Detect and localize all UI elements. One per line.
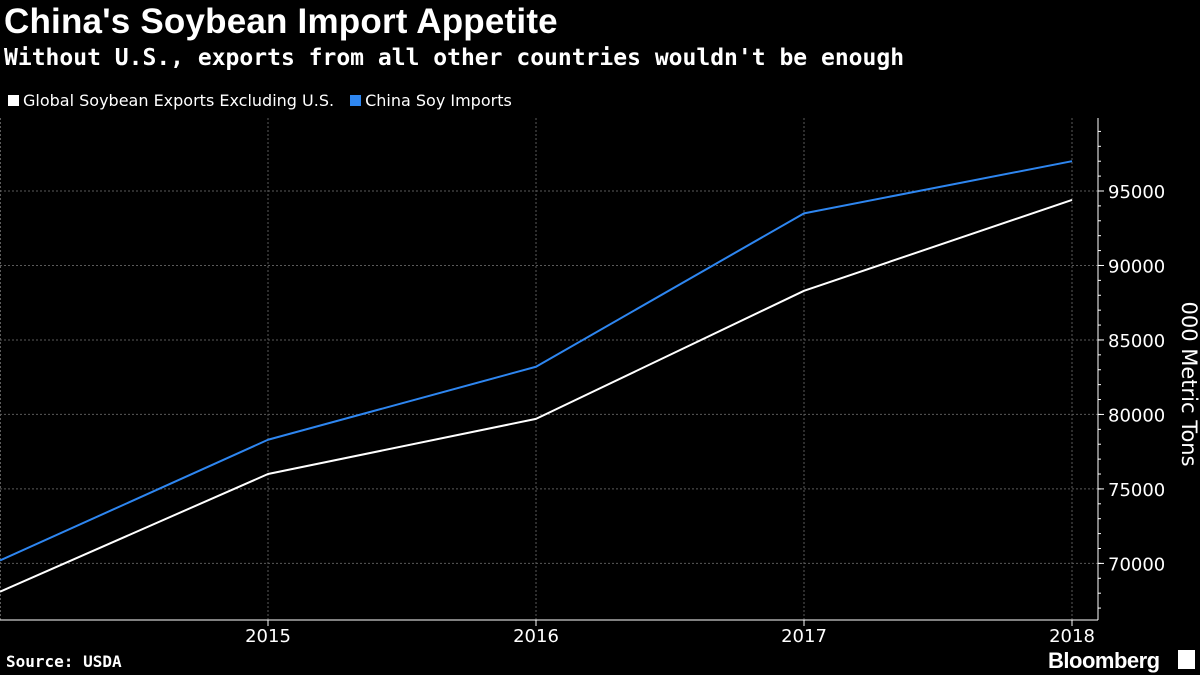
- y-tick-label: 80000: [1108, 405, 1165, 426]
- legend-label-global-exports: Global Soybean Exports Excluding U.S.: [23, 91, 335, 110]
- legend: Global Soybean Exports Excluding U.S. Ch…: [8, 91, 512, 110]
- legend-label-china-imports: China Soy Imports: [365, 91, 512, 110]
- brand-mark-icon: [1178, 650, 1195, 669]
- source-note: Source: USDA: [6, 652, 122, 671]
- y-tick-label: 95000: [1108, 182, 1165, 203]
- y-tick-label: 70000: [1108, 554, 1165, 575]
- x-tick-label: 2016: [513, 626, 559, 647]
- x-tick-label: 2018: [1049, 626, 1095, 647]
- y-tick-label: 75000: [1108, 480, 1165, 501]
- brand-logo: Bloomberg: [1048, 648, 1160, 673]
- chart-subtitle: Without U.S., exports from all other cou…: [4, 45, 905, 71]
- y-tick-label: 85000: [1108, 331, 1165, 352]
- x-tick-label: 2015: [245, 626, 291, 647]
- legend-swatch-china-imports: [350, 95, 362, 106]
- series-line-china-imports: [0, 160, 1073, 562]
- y-axis-title: 000 Metric Tons: [1177, 301, 1200, 466]
- chart-title: China's Soybean Import Appetite: [4, 2, 558, 41]
- x-tick-label: 2017: [781, 626, 827, 647]
- legend-item-global-exports: Global Soybean Exports Excluding U.S.: [8, 91, 334, 110]
- legend-item-china-imports: China Soy Imports: [350, 91, 512, 110]
- legend-swatch-global-exports: [8, 95, 19, 106]
- y-tick-label: 90000: [1108, 256, 1165, 277]
- series-line-global-exports: [0, 198, 1073, 593]
